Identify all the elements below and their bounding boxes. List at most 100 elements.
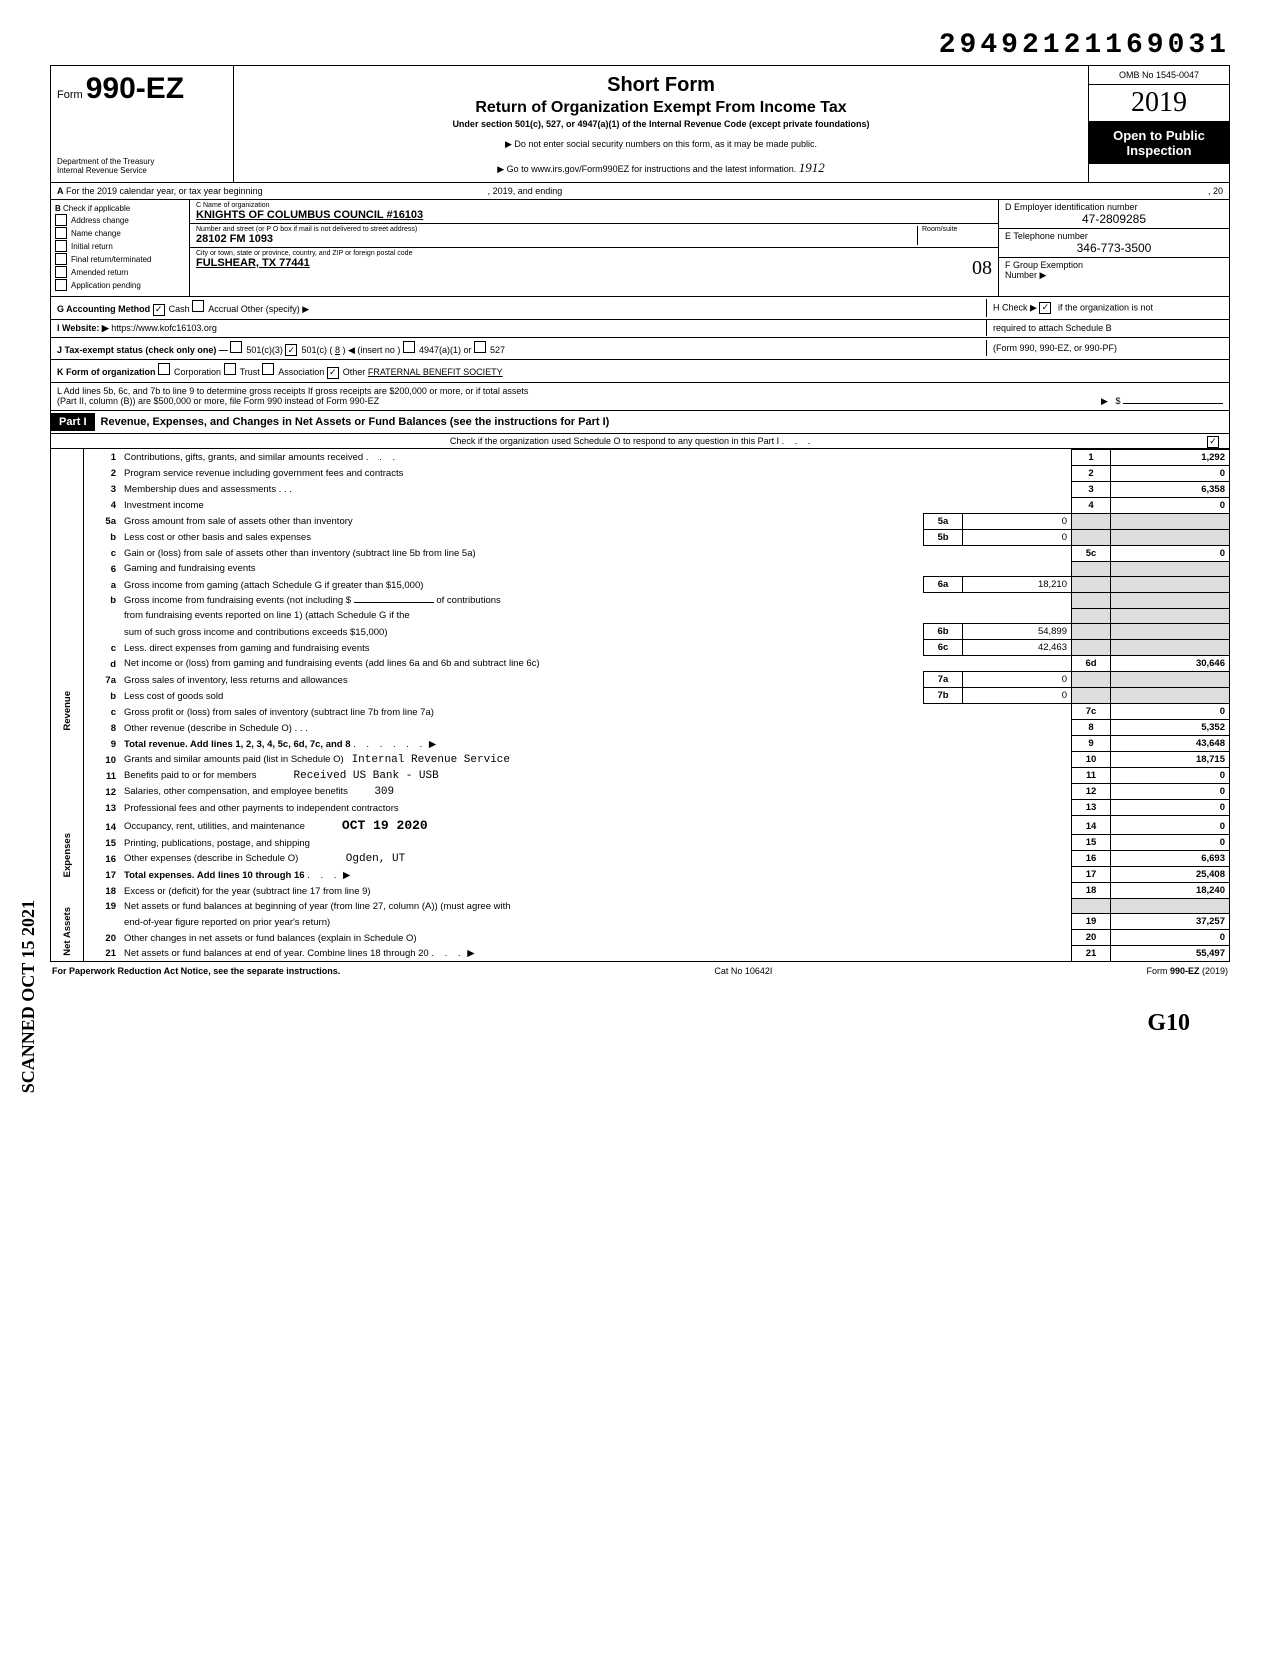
- k-other: Other: [343, 367, 366, 377]
- j-insert: ) ◀ (insert no ): [343, 345, 401, 355]
- l10-box: 10: [1072, 752, 1111, 768]
- chk-4947[interactable]: [403, 341, 415, 353]
- l9-no: 9: [84, 736, 121, 752]
- part1-check-text: Check if the organization used Schedule …: [450, 436, 779, 446]
- l18-box: 18: [1072, 883, 1111, 899]
- chk-cash[interactable]: ✓: [153, 304, 165, 316]
- l19-no: 19: [84, 899, 121, 914]
- title-short-form: Short Form: [246, 74, 1076, 97]
- chk-name[interactable]: [55, 227, 67, 239]
- footer-left: For Paperwork Reduction Act Notice, see …: [52, 966, 340, 976]
- l-arrow: ▶: [1101, 396, 1108, 406]
- chk-501c3[interactable]: [230, 341, 242, 353]
- l6-desc: Gaming and fundraising events: [124, 563, 256, 574]
- l19-box: 19: [1072, 914, 1111, 930]
- c-street-value: 28102 FM 1093: [196, 233, 917, 245]
- l5a-desc: Gross amount from sale of assets other t…: [124, 516, 353, 527]
- l8-box: 8: [1072, 720, 1111, 736]
- l6a-desc: Gross income from gaming (attach Schedul…: [124, 580, 423, 591]
- chk-initial[interactable]: [55, 240, 67, 252]
- f-group-label2: Number ▶: [1005, 270, 1046, 280]
- l9-desc: Total revenue. Add lines 1, 2, 3, 4, 5c,…: [124, 739, 351, 750]
- l15-no: 15: [84, 835, 121, 851]
- l7a-ibox: 7a: [924, 672, 963, 688]
- l20-val: 0: [1111, 930, 1230, 946]
- h-text2: required to attach Schedule B: [986, 320, 1229, 336]
- j-label: J Tax-exempt status (check only one) —: [57, 345, 228, 355]
- l2-val: 0: [1111, 465, 1230, 481]
- l10-desc: Grants and similar amounts paid (list in…: [124, 754, 344, 765]
- part1-title: Revenue, Expenses, and Changes in Net As…: [95, 416, 610, 428]
- l6c-no: c: [84, 640, 121, 656]
- g-accrual: Accrual: [208, 304, 238, 314]
- chk-527[interactable]: [474, 341, 486, 353]
- l6b-desc1: Gross income from fundraising events (no…: [124, 595, 351, 606]
- l6d-desc: Net income or (loss) from gaming and fun…: [124, 658, 540, 669]
- l3-no: 3: [84, 481, 121, 497]
- f-group-label: F Group Exemption: [1005, 260, 1083, 270]
- line-a-text: For the 2019 calendar year, or tax year …: [66, 186, 263, 196]
- e-phone-value: 346-773-3500: [1005, 241, 1223, 255]
- chk-corp[interactable]: [158, 363, 170, 375]
- chk-address[interactable]: [55, 214, 67, 226]
- l15-box: 15: [1072, 835, 1111, 851]
- l14-no: 14: [84, 816, 121, 835]
- part1-check-row: Check if the organization used Schedule …: [50, 434, 1230, 449]
- omb-number: OMB No 1545-0047: [1089, 66, 1229, 85]
- footer-mid: Cat No 10642I: [714, 966, 772, 976]
- chk-other[interactable]: ✓: [327, 367, 339, 379]
- k-corp: Corporation: [174, 367, 221, 377]
- chk-accrual[interactable]: [192, 300, 204, 312]
- stamp-date: OCT 19 2020: [342, 818, 428, 833]
- l17-desc: Total expenses. Add lines 10 through 16: [124, 870, 305, 881]
- l5a-no: 5a: [84, 513, 121, 529]
- l19-desc1: Net assets or fund balances at beginning…: [124, 901, 511, 912]
- l6a-ibox: 6a: [924, 577, 963, 593]
- c-street-label: Number and street (or P O box if mail is…: [196, 226, 917, 233]
- l6d-box: 6d: [1072, 656, 1111, 672]
- l4-box: 4: [1072, 497, 1111, 513]
- l15-val: 0: [1111, 835, 1230, 851]
- l1-desc: Contributions, gifts, grants, and simila…: [124, 452, 363, 463]
- l1-no: 1: [84, 449, 121, 465]
- l6b-ibox: 6b: [924, 624, 963, 640]
- j-4947: 4947(a)(1) or: [419, 345, 472, 355]
- line-a-mid: , 2019, and ending: [488, 186, 563, 196]
- l-dollar: $: [1115, 396, 1120, 406]
- chk-trust[interactable]: [224, 363, 236, 375]
- l6a-ival: 18,210: [963, 577, 1072, 593]
- d-ein-value: 47-2809285: [1005, 212, 1223, 226]
- l6b-ival: 54,899: [963, 624, 1072, 640]
- chk-amended[interactable]: [55, 266, 67, 278]
- l20-no: 20: [84, 930, 121, 946]
- h-text: if the organization is not: [1058, 302, 1153, 312]
- k-assoc: Association: [278, 367, 324, 377]
- open-public-1: Open to Public: [1091, 128, 1227, 143]
- chk-final[interactable]: [55, 253, 67, 265]
- l7c-box: 7c: [1072, 704, 1111, 720]
- l6c-ival: 42,463: [963, 640, 1072, 656]
- l17-val: 25,408: [1111, 867, 1230, 883]
- l5a-ival: 0: [963, 513, 1072, 529]
- chk-pending[interactable]: [55, 279, 67, 291]
- l5c-box: 5c: [1072, 545, 1111, 561]
- stamp-irs: Internal Revenue Service: [352, 754, 510, 766]
- chk-assoc[interactable]: [262, 363, 274, 375]
- l6b-no: b: [84, 593, 121, 609]
- note-url: ▶ Go to www.irs.gov/Form990EZ for instru…: [497, 164, 796, 174]
- l7b-desc: Less cost of goods sold: [124, 691, 223, 702]
- l5c-no: c: [84, 545, 121, 561]
- chk-part1-scho[interactable]: ✓: [1207, 436, 1219, 448]
- l1-box: 1: [1072, 449, 1111, 465]
- l20-desc: Other changes in net assets or fund bala…: [124, 933, 417, 944]
- chk-501c[interactable]: ✓: [285, 344, 297, 356]
- l5a-ibox: 5a: [924, 513, 963, 529]
- c-name-value: KNIGHTS OF COLUMBUS COUNCIL #16103: [196, 209, 992, 221]
- l20-box: 20: [1072, 930, 1111, 946]
- l6c-ibox: 6c: [924, 640, 963, 656]
- k-label: K Form of organization: [57, 367, 156, 377]
- l5c-desc: Gain or (loss) from sale of assets other…: [124, 548, 476, 559]
- chk-h[interactable]: ✓: [1039, 302, 1051, 314]
- l13-no: 13: [84, 800, 121, 816]
- l2-desc: Program service revenue including govern…: [124, 468, 403, 479]
